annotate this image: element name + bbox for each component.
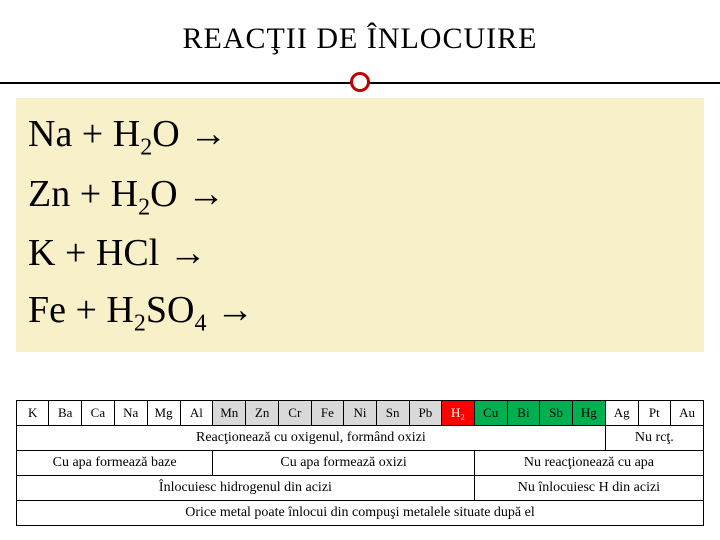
element-cell: Zn [246,401,279,426]
element-cell: Mn [213,401,246,426]
reaction-sub: 2 [134,311,146,337]
row-oxygen: Reacţionează cu oxigenul, formând oxizi … [17,426,704,451]
cell-acids-yes: Înlocuiesc hidrogenul din acizi [17,476,475,501]
element-cell: Ba [49,401,82,426]
page-title: REACŢII DE ÎNLOCUIRE [0,22,720,56]
cell-oxygen-no: Nu rcţ. [605,426,703,451]
reaction-text: Na + H [28,113,140,155]
cell-oxygen-yes: Reacţionează cu oxigenul, formând oxizi [17,426,606,451]
reaction-line: Na + H2O → [28,106,692,166]
reaction-text: O → [150,173,225,215]
element-cell: Bi [507,401,540,426]
row-displacement: Orice metal poate înlocui din compuşi me… [17,501,704,526]
reaction-text: K + HCl → [28,232,207,274]
title-area: REACŢII DE ÎNLOCUIRE [0,0,720,92]
row-acids: Înlocuiesc hidrogenul din acizi Nu înloc… [17,476,704,501]
reaction-sub: 2 [138,194,150,220]
cell-acids-no: Nu înlocuiesc H din acizi [474,476,703,501]
element-cell: Cu [474,401,507,426]
element-cell: Cr [279,401,312,426]
reaction-line: Zn + H2O → [28,166,692,226]
element-cell: Sn [376,401,409,426]
element-cell: Pb [409,401,442,426]
element-cell: H₂ [442,401,475,426]
reaction-text: Zn + H [28,173,138,215]
cell-water-no: Nu reacţionează cu apa [474,451,703,476]
reaction-text: → [206,289,254,331]
element-cell: Al [180,401,213,426]
reaction-text: Fe + H [28,289,134,331]
element-cell: Au [671,401,704,426]
element-cell: Mg [147,401,180,426]
cell-water-oxides: Cu apa formează oxizi [213,451,475,476]
element-cell: Ni [344,401,377,426]
divider-circle-icon [350,72,370,92]
row-water: Cu apa formează baze Cu apa formează oxi… [17,451,704,476]
reaction-text: SO [146,289,195,331]
reaction-sub: 4 [194,311,206,337]
element-row: KBaCaNaMgAlMnZnCrFeNiSnPbH₂CuBiSbHgAgPtA… [17,401,704,426]
divider [0,72,720,92]
reaction-line: Fe + H2SO4 → [28,282,692,342]
element-cell: Pt [638,401,670,426]
reaction-line: K + HCl → [28,225,692,282]
reaction-sub: 2 [140,135,152,161]
reactions-box: Na + H2O → Zn + H2O → K + HCl → Fe + H2S… [16,98,704,352]
element-cell: Ag [605,401,638,426]
element-cell: Ca [82,401,115,426]
cell-displacement: Orice metal poate înlocui din compuşi me… [17,501,704,526]
activity-series-table: KBaCaNaMgAlMnZnCrFeNiSnPbH₂CuBiSbHgAgPtA… [16,400,704,526]
element-cell: Fe [311,401,344,426]
cell-water-bases: Cu apa formează baze [17,451,213,476]
element-cell: Hg [572,401,605,426]
reaction-text: O → [152,113,227,155]
element-cell: K [17,401,49,426]
element-cell: Sb [540,401,573,426]
element-cell: Na [114,401,147,426]
